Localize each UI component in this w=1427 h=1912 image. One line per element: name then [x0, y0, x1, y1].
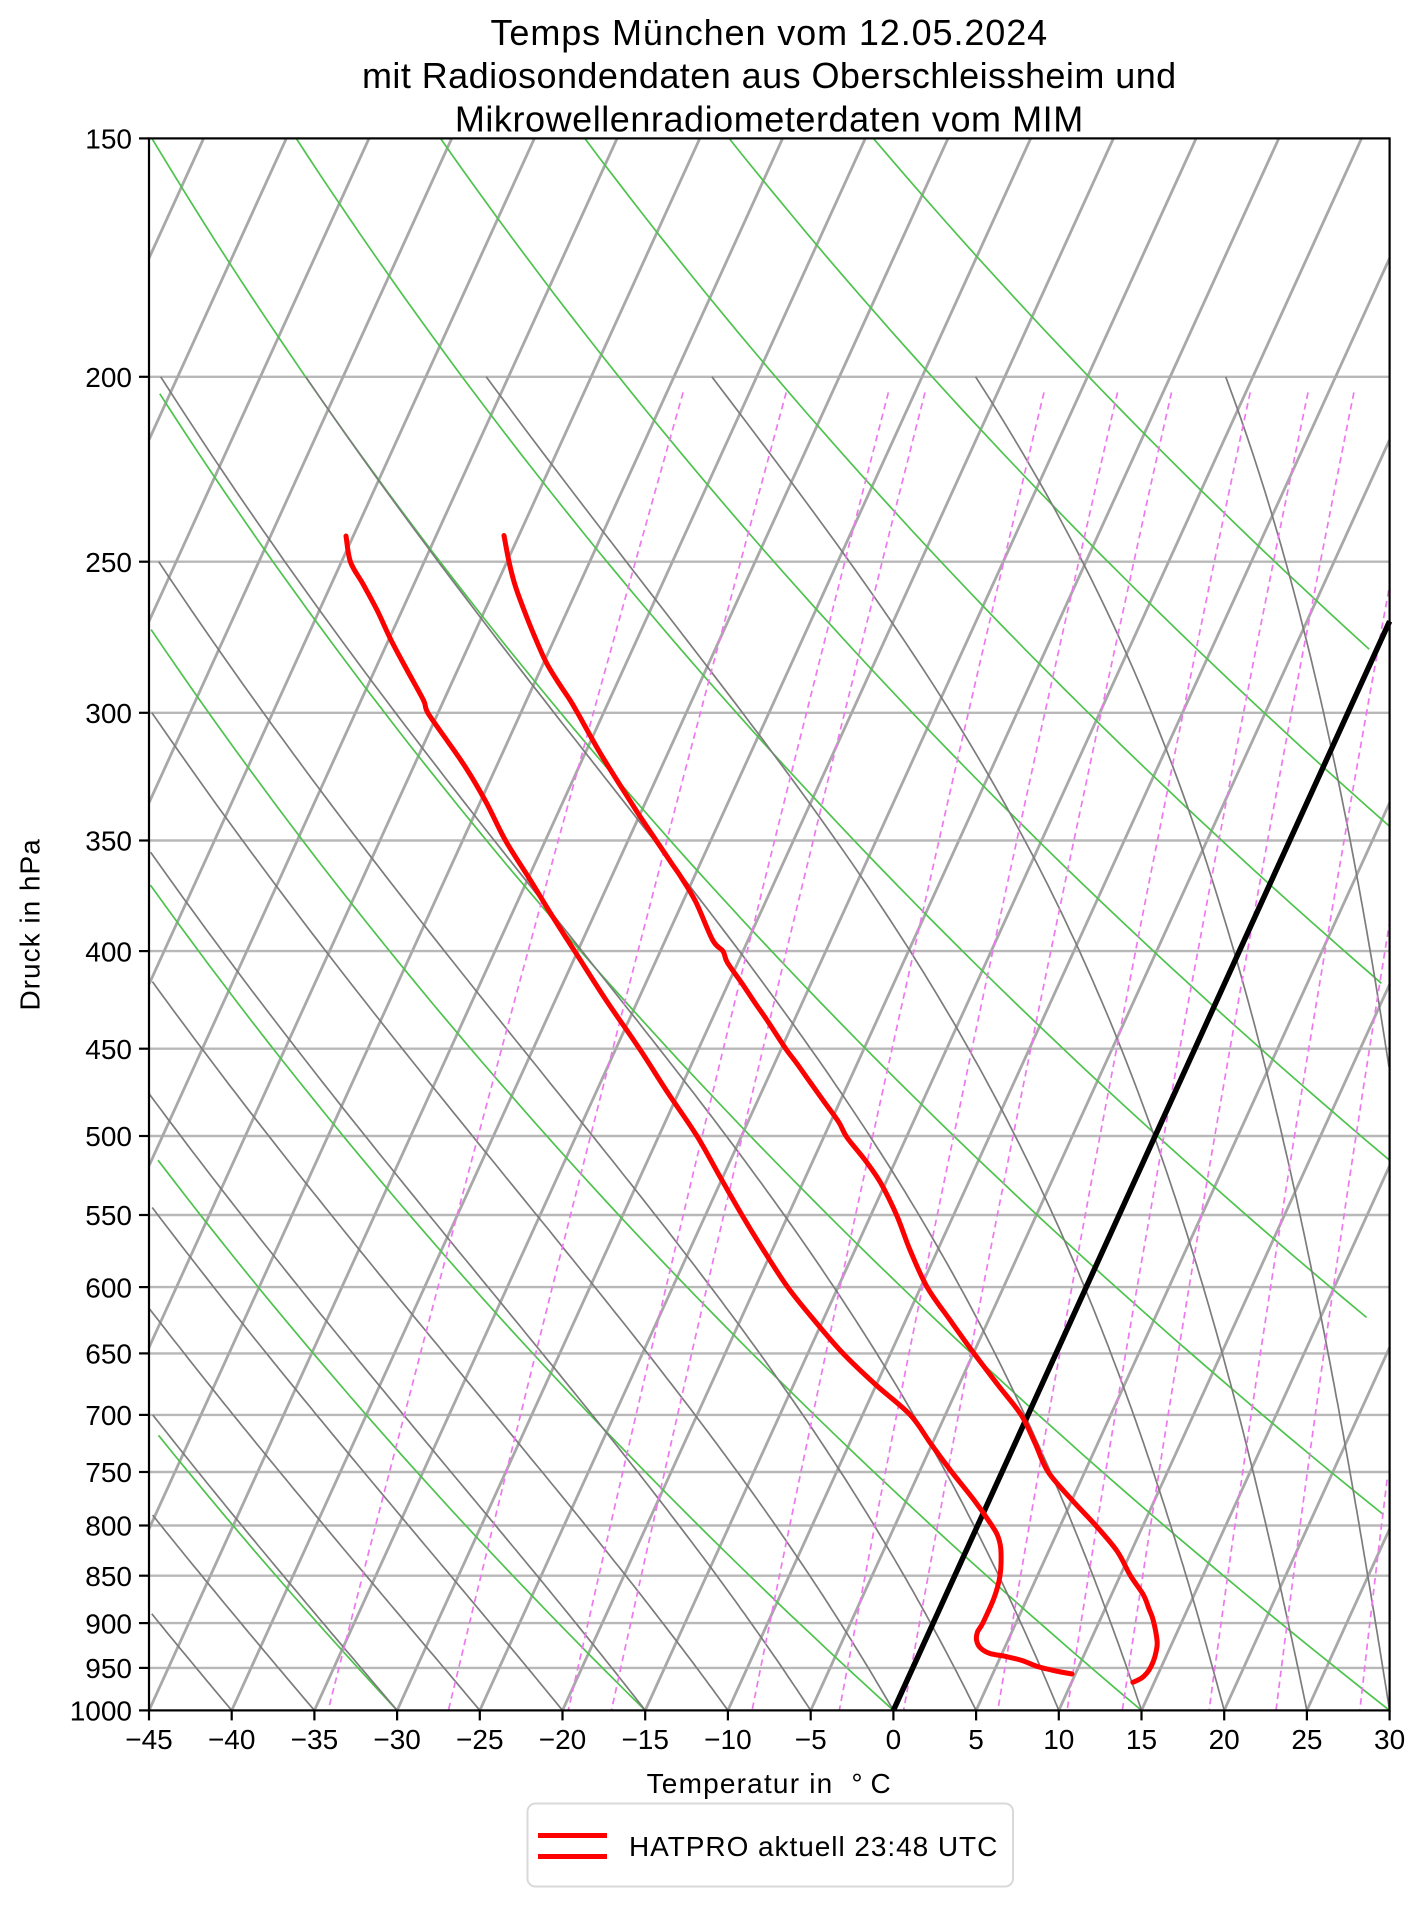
- svg-text:300: 300: [85, 698, 132, 729]
- svg-text:Druck in hPa: Druck in hPa: [15, 838, 46, 1010]
- svg-text:550: 550: [85, 1200, 132, 1231]
- svg-text:950: 950: [85, 1653, 132, 1684]
- svg-text:−40: −40: [208, 1724, 256, 1755]
- svg-text:−45: −45: [125, 1724, 173, 1755]
- svg-text:350: 350: [85, 826, 132, 857]
- svg-text:850: 850: [85, 1561, 132, 1592]
- svg-text:700: 700: [85, 1400, 132, 1431]
- svg-text:750: 750: [85, 1457, 132, 1488]
- svg-text:25: 25: [1291, 1724, 1322, 1755]
- svg-text:15: 15: [1126, 1724, 1157, 1755]
- svg-text:5: 5: [968, 1724, 984, 1755]
- svg-text:Temperatur in ° C: Temperatur in ° C: [647, 1768, 892, 1799]
- svg-text:Temps München vom 12.05.2024: Temps München vom 12.05.2024: [491, 12, 1049, 53]
- svg-text:800: 800: [85, 1511, 132, 1542]
- svg-text:450: 450: [85, 1034, 132, 1065]
- svg-text:−30: −30: [373, 1724, 421, 1755]
- svg-text:650: 650: [85, 1339, 132, 1370]
- svg-text:HATPRO aktuell 23:48 UTC: HATPRO aktuell 23:48 UTC: [629, 1831, 998, 1862]
- svg-text:mit Radiosondendaten aus Obers: mit Radiosondendaten aus Oberschleisshei…: [362, 55, 1177, 96]
- svg-text:10: 10: [1043, 1724, 1074, 1755]
- svg-text:600: 600: [85, 1272, 132, 1303]
- svg-text:−35: −35: [291, 1724, 339, 1755]
- svg-text:0: 0: [886, 1724, 902, 1755]
- svg-text:400: 400: [85, 936, 132, 967]
- svg-text:−10: −10: [704, 1724, 752, 1755]
- svg-text:20: 20: [1209, 1724, 1240, 1755]
- svg-text:500: 500: [85, 1121, 132, 1152]
- svg-text:200: 200: [85, 362, 132, 393]
- svg-text:Mikrowellenradiometerdaten vom: Mikrowellenradiometerdaten vom MIM: [455, 98, 1084, 139]
- svg-text:−25: −25: [456, 1724, 504, 1755]
- svg-text:1000: 1000: [70, 1696, 132, 1727]
- svg-text:−15: −15: [621, 1724, 669, 1755]
- svg-text:900: 900: [85, 1608, 132, 1639]
- svg-text:−5: −5: [795, 1724, 827, 1755]
- svg-text:30: 30: [1374, 1724, 1405, 1755]
- svg-text:150: 150: [85, 124, 132, 155]
- svg-text:−20: −20: [539, 1724, 587, 1755]
- svg-text:250: 250: [85, 547, 132, 578]
